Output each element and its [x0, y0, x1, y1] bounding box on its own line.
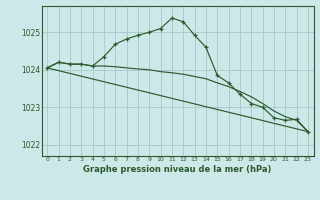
X-axis label: Graphe pression niveau de la mer (hPa): Graphe pression niveau de la mer (hPa): [84, 165, 272, 174]
